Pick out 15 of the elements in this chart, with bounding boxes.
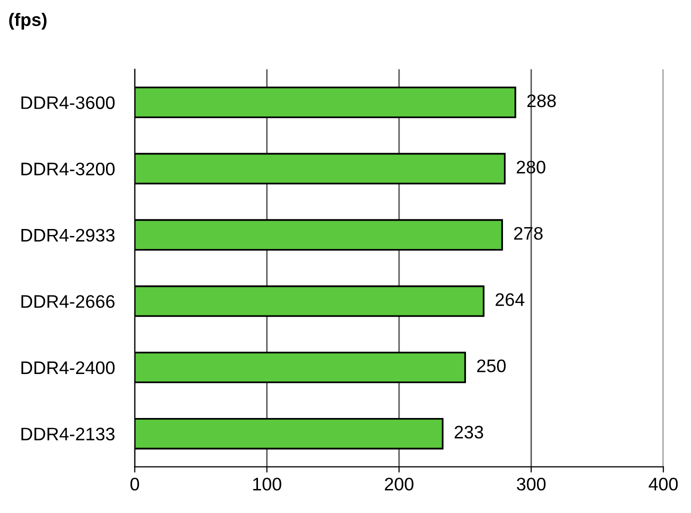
y-tick-label: DDR4-2666: [21, 295, 115, 308]
y-tick-label: DDR4-2933: [21, 228, 115, 242]
y-tick-label: DDR4-3200: [21, 162, 115, 176]
y-tick-label: DDR4-2133: [21, 428, 115, 440]
data-label: 233: [454, 426, 484, 439]
data-label: 264: [496, 293, 524, 306]
x-tick-label: 100: [253, 478, 282, 491]
x-tick-label: 0: [130, 478, 140, 491]
data-label: 250: [477, 359, 506, 372]
y-tick-label: DDR4-3600: [21, 96, 115, 110]
y-tick-label: DDR4-2400: [21, 361, 115, 374]
x-tick-label: 400: [648, 478, 678, 491]
chart-title: (fps): [9, 12, 47, 30]
x-tick-label: 200: [384, 478, 414, 491]
x-tick-label: 300: [516, 478, 546, 491]
